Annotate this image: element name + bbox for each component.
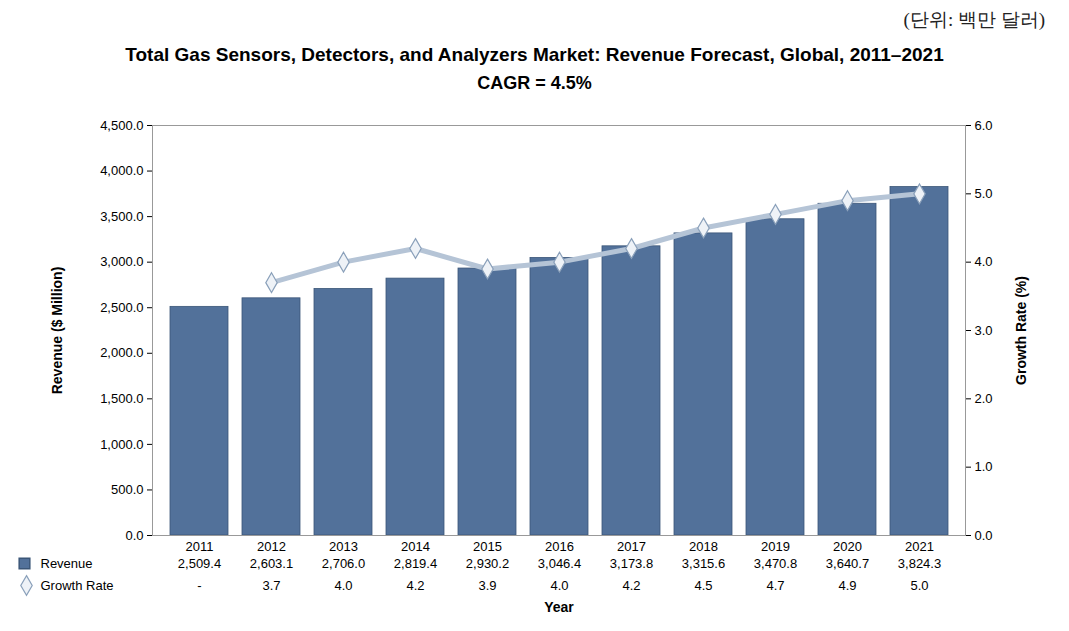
svg-text:4.7: 4.7	[766, 578, 784, 593]
svg-text:2,000.0: 2,000.0	[100, 345, 143, 360]
html-text:(단위: 백만 달러): (단위: 백만 달러)	[903, 9, 1045, 30]
svg-text:3.0: 3.0	[975, 323, 993, 338]
svg-text:2,706.0: 2,706.0	[322, 556, 365, 571]
svg-text:3,640.7: 3,640.7	[826, 556, 869, 571]
svg-text:Year: Year	[544, 599, 574, 615]
svg-text:3.9: 3.9	[478, 578, 496, 593]
svg-text:2,930.2: 2,930.2	[466, 556, 509, 571]
svg-text:3,000.0: 3,000.0	[100, 254, 143, 269]
svg-text:1.0: 1.0	[975, 459, 993, 474]
svg-text:Growth Rate: Growth Rate	[41, 578, 114, 593]
svg-text:500.0: 500.0	[111, 482, 144, 497]
svg-text:4.2: 4.2	[622, 578, 640, 593]
svg-text:0.0: 0.0	[125, 528, 143, 543]
svg-text:2,500.0: 2,500.0	[100, 300, 143, 315]
svg-text:2,509.4: 2,509.4	[178, 556, 221, 571]
svg-text:4,000.0: 4,000.0	[100, 163, 143, 178]
html-text:CAGR = 4.5%: CAGR = 4.5%	[477, 73, 592, 93]
svg-text:3,315.6: 3,315.6	[682, 556, 725, 571]
html-text:Total Gas Sensors, Detectors,: Total Gas Sensors, Detectors, and Analyz…	[125, 44, 944, 65]
svg-text:2,603.1: 2,603.1	[250, 556, 293, 571]
svg-text:3,500.0: 3,500.0	[100, 209, 143, 224]
svg-text:5.0: 5.0	[975, 186, 993, 201]
svg-text:4.9: 4.9	[838, 578, 856, 593]
svg-text:6.0: 6.0	[975, 118, 993, 133]
svg-text:Growth Rate (%): Growth Rate (%)	[1013, 276, 1029, 385]
svg-text:2,819.4: 2,819.4	[394, 556, 437, 571]
svg-text:2019: 2019	[761, 539, 790, 554]
svg-text:2021: 2021	[905, 539, 934, 554]
svg-text:2012: 2012	[257, 539, 286, 554]
svg-text:2015: 2015	[473, 539, 502, 554]
svg-text:3,173.8: 3,173.8	[610, 556, 653, 571]
svg-text:-: -	[197, 578, 201, 593]
svg-text:2014: 2014	[401, 539, 430, 554]
svg-text:3,046.4: 3,046.4	[538, 556, 581, 571]
svg-text:4.0: 4.0	[975, 254, 993, 269]
svg-text:0.0: 0.0	[975, 528, 993, 543]
svg-text:Revenue ($ Million): Revenue ($ Million)	[49, 267, 65, 395]
svg-text:1,000.0: 1,000.0	[100, 437, 143, 452]
svg-text:3.7: 3.7	[262, 578, 280, 593]
svg-text:4.0: 4.0	[550, 578, 568, 593]
svg-text:3,824.3: 3,824.3	[898, 556, 941, 571]
svg-text:4,500.0: 4,500.0	[100, 118, 143, 133]
svg-text:2011: 2011	[186, 539, 214, 554]
svg-text:2018: 2018	[689, 539, 718, 554]
svg-text:1,500.0: 1,500.0	[100, 391, 143, 406]
svg-text:2.0: 2.0	[975, 391, 993, 406]
svg-text:4.2: 4.2	[406, 578, 424, 593]
svg-text:5.0: 5.0	[910, 578, 928, 593]
svg-text:2020: 2020	[833, 539, 862, 554]
svg-text:2016: 2016	[545, 539, 574, 554]
svg-text:4.0: 4.0	[334, 578, 352, 593]
svg-text:2017: 2017	[617, 539, 646, 554]
svg-text:Revenue: Revenue	[41, 556, 93, 571]
svg-text:4.5: 4.5	[694, 578, 712, 593]
svg-text:2013: 2013	[329, 539, 358, 554]
svg-text:3,470.8: 3,470.8	[754, 556, 797, 571]
